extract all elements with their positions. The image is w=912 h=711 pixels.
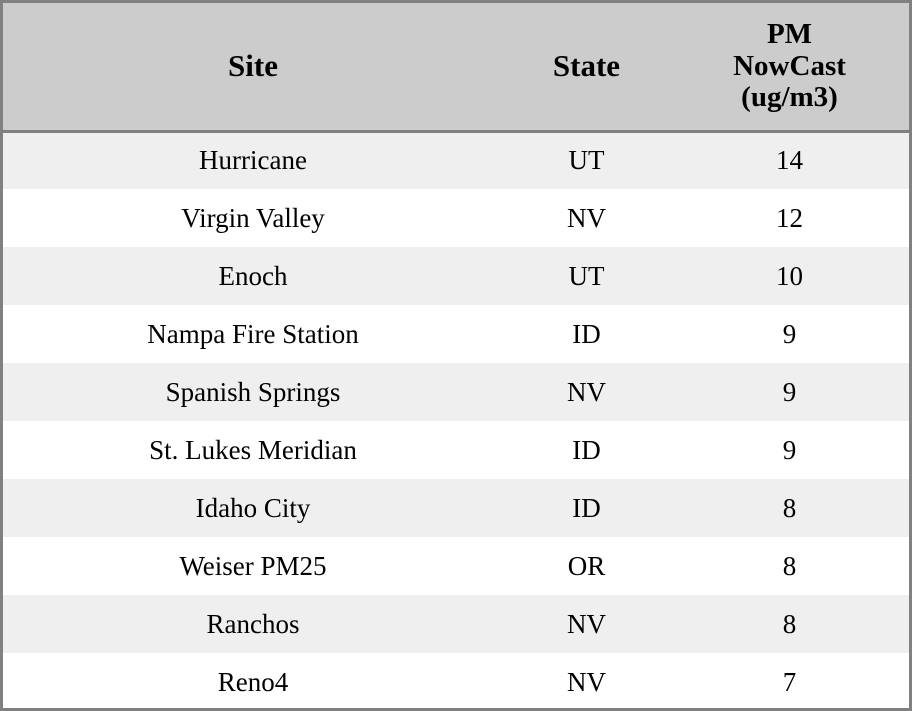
- cell-site: Weiser PM25: [179, 550, 327, 581]
- table-header-row: Site State PM NowCast (ug/m3): [3, 3, 909, 133]
- cell-state: NV: [567, 608, 606, 639]
- cell-site: Idaho City: [195, 492, 311, 523]
- cell-state: ID: [572, 492, 601, 523]
- cell-state: NV: [567, 202, 606, 233]
- table-row[interactable]: Ranchos NV 8: [3, 595, 909, 653]
- cell-state: NV: [567, 376, 606, 407]
- cell-site: Spanish Springs: [165, 376, 341, 407]
- cell-value: 8: [782, 608, 797, 639]
- table-row[interactable]: Reno4 NV 7: [3, 653, 909, 708]
- cell-state: UT: [568, 145, 605, 176]
- cell-state: UT: [568, 260, 605, 291]
- table-row[interactable]: Idaho City ID 8: [3, 479, 909, 537]
- cell-state: NV: [567, 666, 606, 697]
- table-row[interactable]: Nampa Fire Station ID 9: [3, 305, 909, 363]
- cell-state: OR: [567, 550, 606, 581]
- cell-site: Reno4: [217, 666, 289, 697]
- cell-site: Nampa Fire Station: [147, 318, 359, 349]
- cell-value: 9: [782, 318, 797, 349]
- table-body: Hurricane UT 14 Virgin Valley NV 12 Enoch UT 10 N…: [3, 131, 909, 708]
- cell-site: Ranchos: [206, 608, 300, 639]
- table-row[interactable]: Weiser PM25 OR 8: [3, 537, 909, 595]
- column-header-pm-nowcast[interactable]: PM NowCast (ug/m3): [670, 3, 909, 133]
- cell-value: 7: [782, 666, 797, 697]
- table-row[interactable]: Hurricane UT 14: [3, 131, 909, 189]
- column-header-state[interactable]: State: [503, 3, 670, 133]
- cell-value: 8: [782, 550, 797, 581]
- cell-state: ID: [572, 318, 601, 349]
- cell-site: Enoch: [218, 260, 288, 291]
- cell-site: St. Lukes Meridian: [149, 434, 357, 465]
- table-header: Site State PM NowCast (ug/m3): [3, 3, 909, 133]
- table-row[interactable]: Enoch UT 10: [3, 247, 909, 305]
- cell-value: 14: [776, 145, 803, 176]
- cell-site: Virgin Valley: [181, 202, 325, 233]
- cell-site: Hurricane: [199, 145, 307, 176]
- cell-value: 8: [782, 492, 797, 523]
- cell-value: 10: [776, 260, 803, 291]
- pm-nowcast-table: Site State PM NowCast (ug/m3) Hurricane U…: [3, 3, 909, 708]
- cell-value: 9: [782, 376, 797, 407]
- table-row[interactable]: Spanish Springs NV 9: [3, 363, 909, 421]
- table-row[interactable]: St. Lukes Meridian ID 9: [3, 421, 909, 479]
- cell-state: ID: [572, 434, 601, 465]
- cell-value: 9: [782, 434, 797, 465]
- cell-value: 12: [776, 202, 803, 233]
- column-header-site[interactable]: Site: [3, 3, 503, 133]
- table-row[interactable]: Virgin Valley NV 12: [3, 189, 909, 247]
